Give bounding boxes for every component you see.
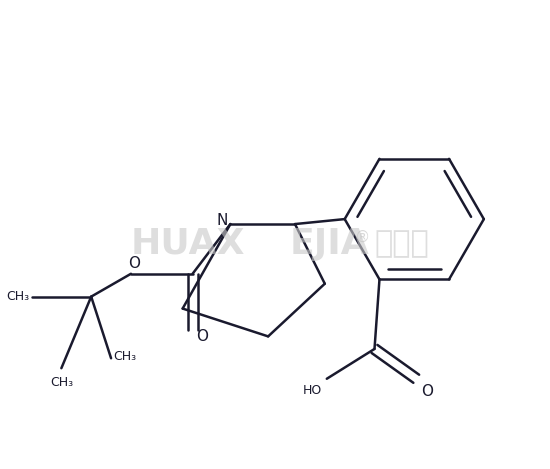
Text: N: N: [217, 212, 228, 227]
Text: O: O: [421, 384, 433, 399]
Text: CH₃: CH₃: [50, 376, 73, 389]
Text: CH₃: CH₃: [113, 350, 136, 363]
Text: HO: HO: [302, 384, 322, 397]
Text: 化学加: 化学加: [375, 229, 429, 258]
Text: O: O: [196, 329, 208, 344]
Text: CH₃: CH₃: [7, 290, 30, 303]
Text: O: O: [128, 257, 140, 272]
Text: HUAX: HUAX: [131, 227, 245, 261]
Text: ®: ®: [355, 229, 370, 244]
Text: EJIA: EJIA: [290, 227, 370, 261]
